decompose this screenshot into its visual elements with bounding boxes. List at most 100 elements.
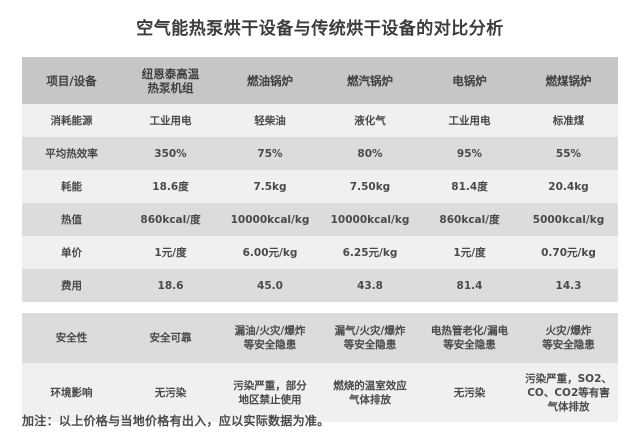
row-label: 平均热效率: [22, 137, 121, 170]
table-section-divider: [22, 302, 618, 313]
footnote-text: 加注：以上价格与当地价格有出入，应以实际数据为准。: [22, 414, 330, 428]
table-cell: 81.4: [420, 269, 519, 302]
table-cell: 1元/度: [121, 236, 220, 269]
table-cell: 电热管老化/漏电 等安全隐患: [420, 313, 519, 363]
cell-lines: 燃烧的温室效应 气体排放: [322, 379, 418, 407]
table-cell: 污染严重，部分 地区禁止使用: [220, 363, 320, 422]
table-row: 平均热效率 350% 75% 80% 95% 55%: [22, 137, 618, 170]
row-label: 热值: [22, 203, 121, 236]
table-cell: 95%: [420, 137, 519, 170]
table-row: 耗能 18.6度 7.5kg 7.50kg 81.4度 20.4kg: [22, 170, 618, 203]
cell-line: 气体排放: [547, 400, 590, 413]
table-cell: 轻柴油: [220, 104, 320, 137]
cell-lines: 漏气/火灾/爆炸 等安全隐患: [322, 324, 418, 352]
table-cell: 43.8: [320, 269, 420, 302]
table-cell: 10000kcal/kg: [320, 203, 420, 236]
table-cell: 工业用电: [121, 104, 220, 137]
cell-line: 漏气/火灾/爆炸: [334, 325, 406, 337]
table-cell: 火灾/爆炸 等安全隐患: [519, 313, 618, 363]
cell-line: 气体排放: [349, 393, 391, 406]
cell-line: 等安全隐患: [542, 339, 595, 351]
table-cell: 18.6: [121, 269, 220, 302]
table-cell: 无污染: [121, 363, 220, 422]
table-row: 消耗能源 工业用电 轻柴油 液化气 工业用电 标准煤: [22, 104, 618, 137]
column-header-heatpump-lines: 纽恩泰高温 热泵机组: [123, 67, 218, 95]
table-cell: 6.00元/kg: [220, 236, 320, 269]
row-label: 环境影响: [22, 363, 121, 422]
row-label: 消耗能源: [22, 104, 121, 137]
cell-line: 等安全隐患: [443, 339, 496, 351]
table-cell: 55%: [519, 137, 618, 170]
table-cell: 工业用电: [420, 104, 519, 137]
header-line: 纽恩泰高温: [141, 66, 200, 81]
cell-line: 漏油/火灾/爆炸: [234, 325, 306, 337]
table-cell: 80%: [320, 137, 420, 170]
table-cell: 7.50kg: [320, 170, 420, 203]
table-cell: 标准煤: [519, 104, 618, 137]
table-cell: 14.3: [519, 269, 618, 302]
row-label: 费用: [22, 269, 121, 302]
table-cell: 20.4kg: [519, 170, 618, 203]
cell-lines: 污染严重，SO2、 CO、CO2等有害 气体排放: [521, 372, 616, 414]
page-title: 空气能热泵烘干设备与传统烘干设备的对比分析: [136, 19, 504, 39]
cell-line: 无污染: [453, 386, 486, 399]
table-cell: 0.70元/kg: [519, 236, 618, 269]
row-label: 安全性: [22, 313, 121, 363]
comparison-table-container: 项目/设备 纽恩泰高温 热泵机组 燃油锅炉 燃汽锅炉 电锅炉 燃煤锅炉 消耗能源: [22, 57, 618, 422]
table-cell: 5000kcal/kg: [519, 203, 618, 236]
comparison-table: 项目/设备 纽恩泰高温 热泵机组 燃油锅炉 燃汽锅炉 电锅炉 燃煤锅炉 消耗能源: [22, 57, 618, 422]
row-label: 单价: [22, 236, 121, 269]
table-cell: 无污染: [420, 363, 519, 422]
table-cell: 漏油/火灾/爆炸 等安全隐患: [220, 313, 320, 363]
header-line: 热泵机组: [147, 80, 194, 95]
table-cell: 18.6度: [121, 170, 220, 203]
column-header-heatpump: 纽恩泰高温 热泵机组: [121, 57, 220, 104]
column-header-oil-boiler: 燃油锅炉: [220, 57, 320, 104]
column-header-electric-boiler: 电锅炉: [420, 57, 519, 104]
cell-line: 地区禁止使用: [238, 393, 302, 406]
column-header-coal-boiler: 燃煤锅炉: [519, 57, 618, 104]
cell-lines: 污染严重，部分 地区禁止使用: [222, 379, 318, 407]
table-row: 费用 18.6 45.0 43.8 81.4 14.3: [22, 269, 618, 302]
table-cell: 350%: [121, 137, 220, 170]
cell-lines: 火灾/爆炸 等安全隐患: [521, 324, 616, 352]
table-cell: 6.25元/kg: [320, 236, 420, 269]
table-cell: 75%: [220, 137, 320, 170]
cell-line: 火灾/爆炸: [545, 325, 592, 337]
cell-lines: 无污染: [422, 386, 517, 400]
cell-line: CO、CO2等有害: [527, 386, 610, 399]
table-row: 安全性 安全可靠 漏油/火灾/爆炸 等安全隐患: [22, 313, 618, 363]
row-label: 耗能: [22, 170, 121, 203]
table-cell: 860kcal/度: [420, 203, 519, 236]
cell-line: 电热管老化/漏电: [430, 325, 509, 337]
table-row: 单价 1元/度 6.00元/kg 6.25元/kg 1元/度 0.70元/kg: [22, 236, 618, 269]
table-header-row: 项目/设备 纽恩泰高温 热泵机组 燃油锅炉 燃汽锅炉 电锅炉 燃煤锅炉: [22, 57, 618, 104]
cell-line: 安全可靠: [149, 332, 192, 344]
table-cell: 污染严重，SO2、 CO、CO2等有害 气体排放: [519, 363, 618, 422]
table-cell: 81.4度: [420, 170, 519, 203]
cell-lines: 漏油/火灾/爆炸 等安全隐患: [222, 324, 318, 352]
table-cell: 燃烧的温室效应 气体排放: [320, 363, 420, 422]
cell-lines: 电热管老化/漏电 等安全隐患: [422, 324, 517, 352]
table-cell: 安全可靠: [121, 313, 220, 363]
table-row: 热值 860kcal/度 10000kcal/kg 10000kcal/kg 8…: [22, 203, 618, 236]
table-cell: 1元/度: [420, 236, 519, 269]
cell-line: 燃烧的温室效应: [333, 379, 407, 392]
table-cell: 10000kcal/kg: [220, 203, 320, 236]
table-cell: 45.0: [220, 269, 320, 302]
cell-line: 等安全隐患: [343, 339, 397, 351]
cell-line: 等安全隐患: [243, 339, 297, 351]
divider-cell: [22, 302, 618, 313]
column-header-gas-boiler: 燃汽锅炉: [320, 57, 420, 104]
cell-lines: 安全可靠: [123, 331, 218, 345]
table-cell: 液化气: [320, 104, 420, 137]
cell-line: 污染严重，部分: [233, 379, 307, 392]
table-cell: 漏气/火灾/爆炸 等安全隐患: [320, 313, 420, 363]
cell-lines: 无污染: [123, 386, 218, 400]
table-row: 环境影响 无污染 污染严重，部分 地区禁止使用: [22, 363, 618, 422]
table-cell: 860kcal/度: [121, 203, 220, 236]
table-cell: 7.5kg: [220, 170, 320, 203]
cell-line: 无污染: [154, 386, 187, 399]
column-header-item: 项目/设备: [22, 57, 121, 104]
